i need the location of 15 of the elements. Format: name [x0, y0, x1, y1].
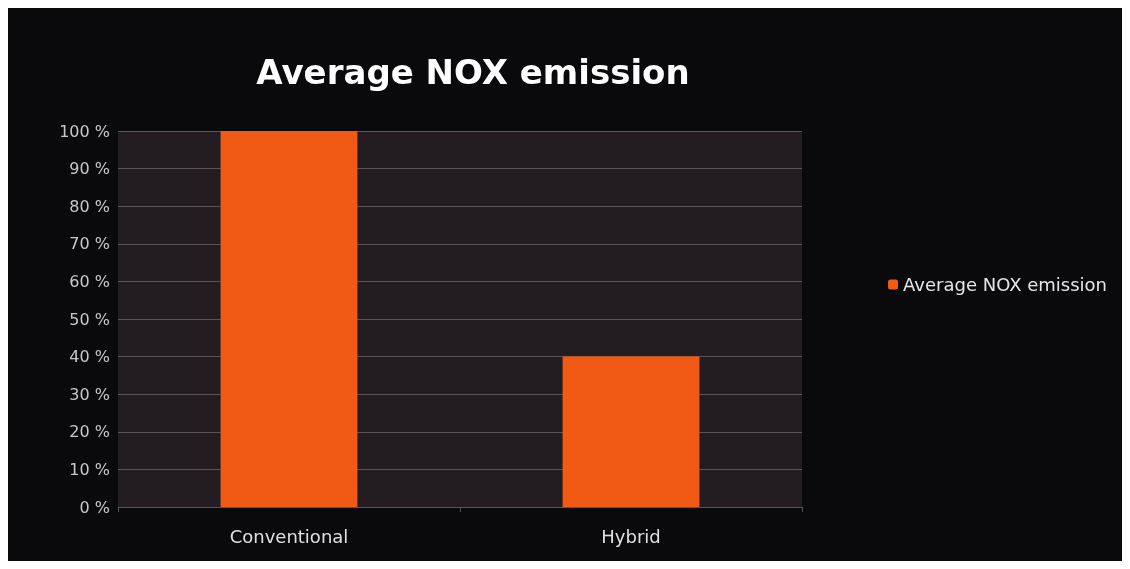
y-tick-label: 90 % — [69, 159, 110, 179]
y-tick-label: 30 % — [69, 384, 110, 404]
y-tick-label: 100 % — [59, 121, 110, 141]
y-tick-label: 0 % — [79, 497, 110, 517]
y-tick-label: 20 % — [69, 422, 110, 442]
chart-title: Average NOX emission — [256, 52, 690, 92]
y-tick-label: 70 % — [69, 234, 110, 254]
legend-label: Average NOX emission — [903, 274, 1108, 295]
y-tick-label: 40 % — [69, 347, 110, 367]
x-tick-label: Hybrid — [601, 525, 661, 547]
y-tick-label: 80 % — [69, 196, 110, 216]
y-tick-label: 10 % — [69, 459, 110, 479]
y-tick-label: 50 % — [69, 309, 110, 329]
y-tick-label: 60 % — [69, 271, 110, 291]
x-tick-label: Conventional — [229, 525, 349, 547]
